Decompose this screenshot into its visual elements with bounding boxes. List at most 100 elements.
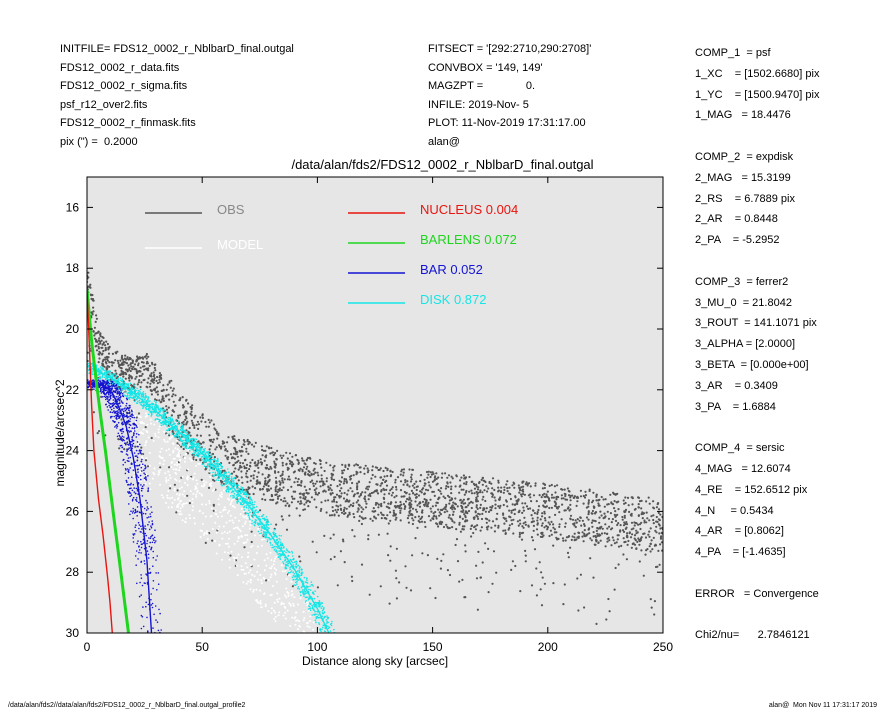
obs-point — [584, 525, 586, 527]
model-point — [167, 497, 169, 499]
model-point — [171, 497, 173, 499]
obs-point — [548, 516, 550, 518]
disk-point — [216, 474, 218, 476]
obs-point — [397, 476, 399, 478]
obs-point — [631, 547, 633, 549]
disk-point — [151, 403, 153, 405]
obs-point — [172, 393, 174, 395]
obs-point — [385, 467, 387, 469]
obs-point — [187, 402, 189, 404]
obs-point — [655, 566, 657, 568]
obs-point — [293, 481, 295, 483]
obs-point — [514, 504, 516, 506]
obs-point — [491, 493, 493, 495]
obs-point — [424, 526, 426, 528]
obs-point — [631, 496, 633, 498]
obs-point — [238, 479, 240, 481]
disk-point — [282, 544, 284, 546]
obs-point — [369, 518, 371, 520]
model-point — [195, 485, 197, 487]
obs-point — [564, 493, 566, 495]
obs-point — [384, 481, 386, 483]
disk-point — [265, 519, 267, 521]
obs-point — [236, 453, 238, 455]
obs-point — [651, 539, 653, 541]
obs-point — [348, 505, 350, 507]
disk-point — [243, 493, 245, 495]
disk-point — [125, 391, 127, 393]
obs-point — [562, 537, 564, 539]
model-point — [193, 517, 195, 519]
obs-point — [514, 513, 516, 515]
disk-point — [312, 607, 314, 609]
obs-point — [461, 489, 463, 491]
disk-point — [175, 430, 177, 432]
model-point — [148, 437, 150, 439]
obs-point — [643, 532, 645, 534]
model-point — [217, 516, 219, 518]
obs-point — [544, 483, 546, 485]
model-point — [173, 458, 175, 460]
obs-point — [569, 495, 571, 497]
obs-point — [311, 480, 313, 482]
disk-point — [163, 407, 165, 409]
obs-point — [464, 494, 466, 496]
obs-point — [656, 506, 658, 508]
obs-point — [533, 494, 535, 496]
model-point — [228, 546, 230, 548]
model-point — [183, 490, 185, 492]
model-point — [238, 537, 240, 539]
model-point — [243, 569, 245, 571]
obs-point — [479, 507, 481, 509]
model-point — [327, 691, 329, 693]
obs-point — [137, 358, 139, 360]
model-point — [324, 680, 326, 682]
model-point — [166, 495, 168, 497]
obs-point — [202, 413, 204, 415]
obs-point — [275, 489, 277, 491]
obs-point — [432, 481, 434, 483]
obs-point — [145, 426, 147, 428]
disk-point — [250, 498, 252, 500]
model-point — [322, 635, 324, 637]
disk-point — [163, 409, 165, 411]
obs-point — [149, 386, 151, 388]
disk-point — [206, 467, 208, 469]
obs-point — [266, 483, 268, 485]
obs-point — [557, 496, 559, 498]
disk-point — [236, 497, 238, 499]
obs-point — [486, 507, 488, 509]
obs-point — [344, 492, 346, 494]
disk-point — [317, 605, 319, 607]
disk-point — [302, 589, 304, 591]
obs-point — [455, 485, 457, 487]
disk-point — [292, 577, 294, 579]
obs-point — [361, 511, 363, 513]
obs-point — [485, 485, 487, 487]
obs-point — [274, 466, 276, 468]
obs-point — [140, 381, 142, 383]
obs-point — [348, 512, 350, 514]
obs-point — [470, 525, 472, 527]
disk-point — [91, 366, 93, 368]
obs-point — [191, 404, 193, 406]
model-point — [178, 455, 180, 457]
obs-point — [92, 330, 94, 332]
obs-point — [552, 523, 554, 525]
obs-point — [486, 526, 488, 528]
model-point — [221, 515, 223, 517]
obs-point — [513, 483, 515, 485]
obs-point — [601, 514, 603, 516]
model-point — [323, 676, 325, 678]
obs-point — [420, 517, 422, 519]
disk-point — [201, 447, 203, 449]
obs-point — [125, 373, 127, 375]
obs-point — [659, 514, 661, 516]
obs-point — [643, 519, 645, 521]
model-point — [192, 505, 194, 507]
disk-point — [277, 547, 279, 549]
obs-point — [244, 459, 246, 461]
obs-point — [378, 534, 380, 536]
obs-point — [320, 467, 322, 469]
obs-point — [464, 544, 466, 546]
